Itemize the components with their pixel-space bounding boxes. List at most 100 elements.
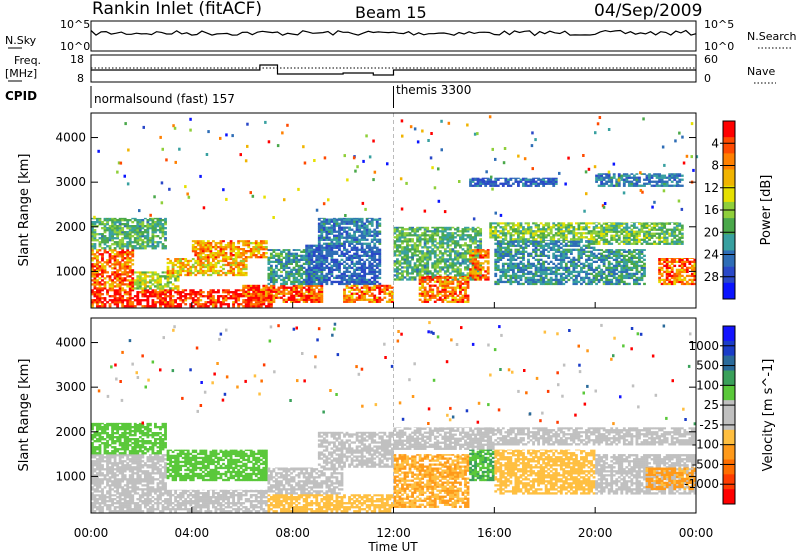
heatmap-cell: [99, 233, 102, 235]
heatmap-cell: [515, 253, 518, 255]
heatmap-cell: [562, 234, 565, 236]
heatmap-cell: [363, 279, 366, 281]
heatmap-cell: [96, 219, 99, 221]
heatmap-cell: [431, 244, 434, 246]
heatmap-cell: [154, 245, 157, 247]
heatmap-cell: [126, 283, 129, 285]
heatmap-cell: [487, 256, 490, 258]
heatmap-cell: [270, 299, 273, 301]
heatmap-cell: [424, 228, 427, 230]
heatmap-cell: [570, 230, 573, 232]
heatmap-cell: [116, 285, 119, 287]
heatmap-cell: [578, 271, 581, 273]
heatmap-cell: [99, 289, 102, 291]
heatmap-cell: [560, 273, 563, 275]
heatmap-cell: [341, 233, 344, 235]
heatmap-cell: [628, 227, 631, 229]
heatmap-cell: [656, 243, 659, 245]
heatmap-cell: [94, 223, 97, 225]
heatmap-cell: [575, 277, 578, 279]
heatmap-cell: [373, 231, 376, 233]
heatmap-cell: [406, 228, 409, 230]
heatmap-cell: [318, 225, 321, 227]
heatmap-cell: [578, 245, 581, 247]
heatmap-cell: [494, 253, 497, 255]
heatmap-cell: [346, 269, 349, 271]
heatmap-cell: [406, 242, 409, 244]
heatmap-cell: [330, 275, 333, 277]
heatmap-cell: [356, 221, 359, 223]
heatmap-cell: [202, 252, 205, 254]
heatmap-cell: [336, 269, 339, 271]
heatmap-cell: [146, 223, 149, 225]
heatmap-cell: [537, 224, 540, 226]
heatmap-cell: [159, 305, 162, 307]
heatmap-cell: [416, 268, 419, 270]
heatmap-cell: [358, 259, 361, 261]
heatmap-cell: [378, 255, 381, 257]
heatmap-cell: [628, 239, 631, 241]
heatmap-cell: [346, 251, 349, 253]
heatmap-cell: [494, 261, 497, 263]
heatmap-cell: [129, 239, 132, 241]
heatmap-cell: [580, 279, 583, 281]
heatmap-cell: [613, 237, 616, 239]
heatmap-cell: [610, 237, 613, 239]
heatmap-cell: [308, 253, 311, 255]
heatmap-cell: [184, 274, 187, 276]
heatmap-cell: [179, 293, 182, 295]
heatmap-cell: [230, 258, 233, 260]
heatmap-cell: [106, 291, 109, 293]
heatmap-cell: [545, 277, 548, 279]
heatmap-cell: [469, 274, 472, 276]
heatmap-cell: [328, 231, 331, 233]
heatmap-cell: [386, 289, 389, 291]
heatmap-cell: [567, 271, 570, 273]
heatmap-cell: [446, 287, 449, 289]
heatmap-cell: [429, 230, 432, 232]
heatmap-cell: [565, 255, 568, 257]
heatmap-cell: [525, 267, 528, 269]
heatmap-cell: [487, 272, 490, 274]
heatmap-cell: [194, 303, 197, 305]
heatmap-cell: [356, 231, 359, 233]
heatmap-cell: [542, 281, 545, 283]
heatmap-cell: [101, 257, 104, 259]
heatmap-cell: [366, 251, 369, 253]
heatmap-cell: [353, 223, 356, 225]
heatmap-cell: [603, 235, 606, 237]
heatmap-cell: [366, 291, 369, 293]
heatmap-cell: [323, 259, 326, 261]
heatmap-cell: [426, 270, 429, 272]
heatmap-cell: [318, 267, 321, 269]
heatmap-cell: [439, 293, 442, 295]
heatmap-cell: [308, 247, 311, 249]
heatmap-cell: [588, 232, 591, 234]
heatmap-cell: [416, 258, 419, 260]
heatmap-cell: [457, 274, 460, 276]
heatmap-cell: [578, 265, 581, 267]
heatmap-cell: [421, 250, 424, 252]
heatmap-cell: [295, 271, 298, 273]
heatmap-cell: [457, 285, 460, 287]
heatmap-cell: [504, 243, 507, 245]
heatmap-cell: [474, 278, 477, 280]
heatmap-cell: [318, 277, 321, 279]
heatmap-cell: [436, 289, 439, 291]
heatmap-cell: [474, 270, 477, 272]
heatmap-cell: [290, 261, 293, 263]
heatmap-cell: [179, 264, 182, 266]
heatmap-cell: [457, 266, 460, 268]
heatmap-cell: [99, 253, 102, 255]
heatmap-cell: [565, 267, 568, 269]
heatmap-cell: [449, 301, 452, 303]
heatmap-cell: [255, 301, 258, 303]
heatmap-cell: [323, 219, 326, 221]
heatmap-cell: [225, 248, 228, 250]
heatmap-cell: [401, 252, 404, 254]
heatmap-cell: [328, 247, 331, 249]
heatmap-cell: [343, 289, 346, 291]
heatmap-cell: [222, 272, 225, 274]
heatmap-cell: [547, 273, 550, 275]
heatmap-cell: [255, 250, 258, 252]
